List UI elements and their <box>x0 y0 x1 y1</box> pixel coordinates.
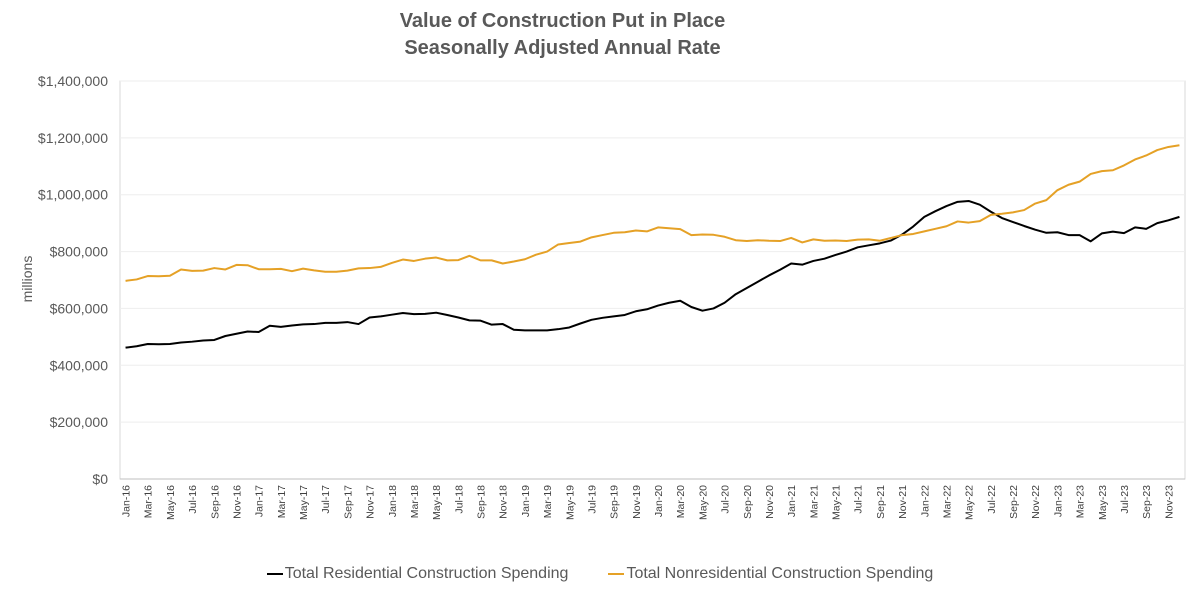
y-tick-label: $1,200,000 <box>38 130 108 146</box>
y-tick-label: $400,000 <box>50 357 109 373</box>
x-tick-label: Jul-18 <box>453 485 465 514</box>
x-tick-label: Sep-18 <box>476 485 488 519</box>
x-tick-label: Mar-20 <box>675 485 687 518</box>
x-tick-label: Nov-19 <box>631 485 643 519</box>
x-tick-label: Nov-18 <box>498 485 510 519</box>
y-tick-label: $1,400,000 <box>38 73 108 89</box>
x-tick-label: Sep-20 <box>742 485 754 519</box>
x-tick-label: May-16 <box>165 485 177 520</box>
x-tick-label: Sep-16 <box>209 485 221 519</box>
chart-title-block: Value of Construction Put in Place Seaso… <box>0 8 1125 62</box>
x-tick-label: Nov-23 <box>1163 485 1175 519</box>
x-tick-label: May-17 <box>298 485 310 520</box>
legend-label-residential: Total Residential Construction Spending <box>284 565 569 582</box>
chart-title: Value of Construction Put in Place <box>399 10 726 32</box>
x-tick-label: Sep-19 <box>609 485 621 519</box>
x-axis-ticks: Jan-16 Mar-16 May-16 Jul-16 Sep-16 Nov-16 Jan-… <box>121 485 1176 520</box>
x-tick-label: Nov-17 <box>365 485 377 519</box>
x-tick-label: May-21 <box>831 485 843 520</box>
x-tick-label: Mar-22 <box>941 485 953 518</box>
x-tick-label: Mar-16 <box>143 485 155 518</box>
x-tick-label: Nov-20 <box>764 485 776 519</box>
x-tick-label: Jan-21 <box>786 485 798 517</box>
x-tick-label: Jan-23 <box>1052 485 1064 517</box>
x-tick-label: Jan-20 <box>653 485 665 517</box>
x-tick-label: Sep-17 <box>342 485 354 519</box>
y-tick-label: $0 <box>92 471 108 487</box>
x-tick-label: Jul-20 <box>720 485 732 514</box>
x-tick-label: May-18 <box>431 485 443 520</box>
x-tick-label: Mar-18 <box>409 485 421 518</box>
x-tick-label: Sep-21 <box>875 485 887 519</box>
x-tick-label: Sep-22 <box>1008 485 1020 519</box>
x-tick-label: Jan-22 <box>919 485 931 517</box>
x-tick-label: Jan-18 <box>387 485 399 517</box>
x-tick-label: Jul-16 <box>187 485 199 514</box>
y-axis-ticks: $0 $200,000 $400,000 $600,000 $800,000 $1,000… <box>38 73 108 487</box>
y-tick-label: $600,000 <box>50 300 109 316</box>
legend-swatch-nonresidential <box>608 573 625 575</box>
x-tick-label: May-22 <box>964 485 976 520</box>
gridlines <box>119 80 1186 480</box>
x-tick-label: Jul-22 <box>986 485 998 514</box>
x-tick-label: Jan-16 <box>121 485 133 517</box>
y-tick-label: $200,000 <box>50 414 109 430</box>
y-axis-label: millions <box>19 256 35 303</box>
x-tick-label: Jul-21 <box>853 485 865 514</box>
x-tick-label: Nov-21 <box>897 485 909 519</box>
y-tick-label: $1,000,000 <box>38 187 108 203</box>
x-tick-label: May-20 <box>697 485 709 520</box>
x-tick-label: Jul-23 <box>1119 485 1131 514</box>
chart-subtitle: Seasonally Adjusted Annual Rate <box>404 37 721 59</box>
y-tick-label: $800,000 <box>50 244 109 260</box>
legend-swatch-residential <box>266 573 283 575</box>
series-line-residential <box>125 199 1180 349</box>
legend-item-residential: Total Residential Construction Spending <box>266 565 569 583</box>
x-tick-label: Jan-17 <box>254 485 266 517</box>
x-tick-label: Jul-19 <box>586 485 598 514</box>
series-line-nonresidential <box>125 144 1180 282</box>
x-tick-label: Jan-19 <box>520 485 532 517</box>
x-tick-label: Mar-19 <box>542 485 554 518</box>
plot-area-border <box>119 80 1186 480</box>
x-tick-label: Mar-17 <box>276 485 288 518</box>
legend: Total Residential Construction Spending … <box>0 565 1200 583</box>
x-tick-label: May-23 <box>1097 485 1109 520</box>
x-tick-label: Mar-23 <box>1075 485 1087 518</box>
legend-label-nonresidential: Total Nonresidential Construction Spendi… <box>626 565 934 582</box>
series-lines <box>125 144 1180 349</box>
x-tick-label: Nov-16 <box>231 485 243 519</box>
x-tick-label: Jul-17 <box>320 485 332 514</box>
x-tick-label: Nov-22 <box>1030 485 1042 519</box>
legend-item-nonresidential: Total Nonresidential Construction Spendi… <box>608 565 933 583</box>
x-tick-label: May-19 <box>564 485 576 520</box>
x-tick-label: Sep-23 <box>1141 485 1153 519</box>
x-tick-label: Mar-21 <box>808 485 820 518</box>
